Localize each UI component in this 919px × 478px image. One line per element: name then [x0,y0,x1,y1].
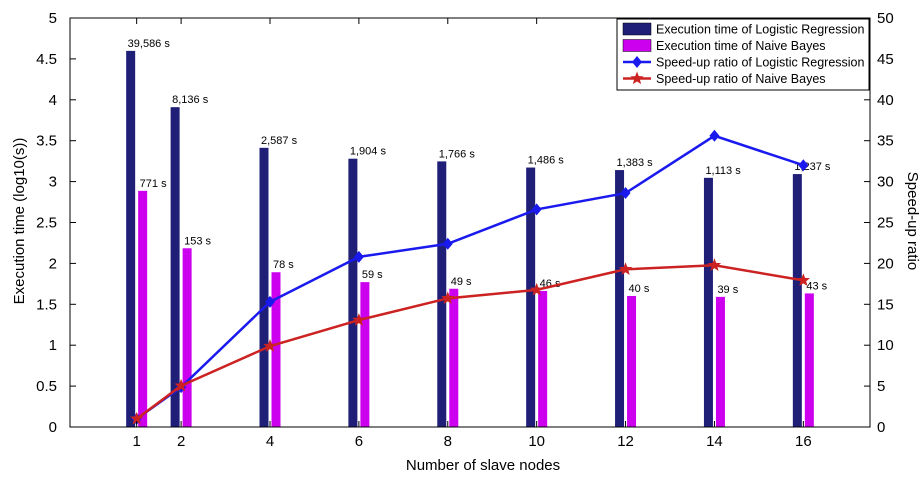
x-tick-label: 1 [132,433,140,450]
bar-data-label: 39,586 s [128,38,171,50]
legend-label: Speed-up ratio of Logistic Regression [656,56,865,70]
y2-tick-label: 40 [877,92,894,109]
bar [703,177,713,427]
legend-box [616,18,870,91]
legend-swatch [622,39,652,52]
y-tick-label: 5 [49,10,57,27]
series-line [135,264,804,420]
x-tick-label: 12 [617,433,634,450]
bar-data-label: 1,904 s [350,146,387,158]
legend-label: Speed-up ratio of Naive Bayes [656,72,826,86]
star-marker [174,378,188,392]
bar-data-label: 78 s [273,259,294,271]
x-tick-label: 16 [795,433,812,450]
y2-tick-label: 50 [877,10,894,27]
y-tick-label: 2 [49,255,57,272]
axes: 1 2 4 6 8 10 12 14 1600.511.522.533.544.55051015… [36,10,894,450]
bar-data-label: 1,383 s [617,157,654,169]
star-marker [618,262,633,275]
bar-data-label: 1,486 s [528,155,565,167]
y-tick-label: 3.5 [36,133,57,150]
bar [615,170,625,427]
plot-area: 39,586 s 8,136 s 2,587 s 1,904 s 1,766 s 1,48… [126,38,831,428]
bar [360,282,370,427]
bar [182,248,192,427]
bar [126,50,136,427]
bar-data-label: 39 s [717,284,738,296]
y-tick-label: 1 [49,337,57,354]
y-tick-label: 2.5 [36,215,57,232]
star-marker [130,411,144,425]
y2-tick-label: 25 [877,215,894,232]
star-marker [530,282,544,296]
bar [348,158,358,428]
x-tick-label: 14 [706,433,723,450]
x-tick-label: 2 [177,433,185,450]
y2-axis-title: Speed-up ratio [904,172,919,270]
bar-data-label: 1,766 s [439,148,476,160]
legend: Execution time of Logistic Regression Exe… [616,18,870,91]
y2-tick-label: 5 [877,378,885,395]
bar [715,296,725,427]
legend-label: Execution time of Logistic Regression [656,23,864,37]
y-axis-title: Execution time (log10(s)) [11,138,28,305]
star-marker [263,339,277,352]
y2-tick-label: 30 [877,174,894,191]
x-axis-title: Number of slave nodes [406,457,560,473]
bar [804,293,814,427]
x-tick-label: 4 [266,433,274,450]
bar-data-label: 2,587 s [261,135,298,147]
y-tick-label: 1.5 [36,296,57,313]
diamond-marker [531,203,542,216]
bar-data-label: 43 s [806,280,827,292]
x-tick-label: 10 [528,433,545,450]
bar [170,107,180,428]
bar-data-label: 40 s [629,283,650,295]
star-marker [352,313,366,326]
bar-data-label: 59 s [362,269,383,281]
bar-data-label: 771 s [140,178,167,190]
bar [792,174,802,427]
y-tick-label: 4 [49,92,57,109]
bar-data-label: 153 s [184,235,211,247]
legend-label: Execution time of Naive Bayes [656,39,826,53]
bar-data-label: 49 s [451,276,472,288]
bar [538,290,548,427]
diamond-marker [709,129,720,142]
legend-swatch [622,22,652,36]
x-tick-label: 6 [355,433,363,450]
diamond-marker [265,295,275,308]
y2-tick-label: 35 [877,133,894,150]
y2-tick-label: 15 [877,296,894,313]
x-tick-label: 8 [444,433,452,450]
bar-data-label: 8,136 s [172,94,209,106]
bar [437,161,447,428]
diamond-marker [442,237,453,250]
bar [271,272,281,427]
star-marker [707,258,722,271]
y-tick-label: 0 [49,419,57,436]
bar [627,295,637,427]
bar [138,190,148,427]
diamond-marker [632,56,642,68]
diamond-marker [798,159,809,172]
star-marker [441,291,455,304]
bar-data-label: 1,113 s [705,165,741,177]
bar [449,288,459,427]
y-tick-label: 3 [49,174,57,191]
bar [526,167,536,427]
y-tick-label: 4.5 [36,51,57,68]
y2-tick-label: 0 [877,419,885,436]
y-tick-label: 0.5 [36,378,57,395]
diamond-marker [620,187,631,200]
y2-tick-label: 20 [877,255,894,272]
star-marker [630,71,644,85]
y2-tick-label: 45 [877,51,894,68]
y2-tick-label: 10 [877,337,894,354]
star-marker [796,273,810,286]
diamond-marker [353,250,364,263]
bar [259,147,269,428]
